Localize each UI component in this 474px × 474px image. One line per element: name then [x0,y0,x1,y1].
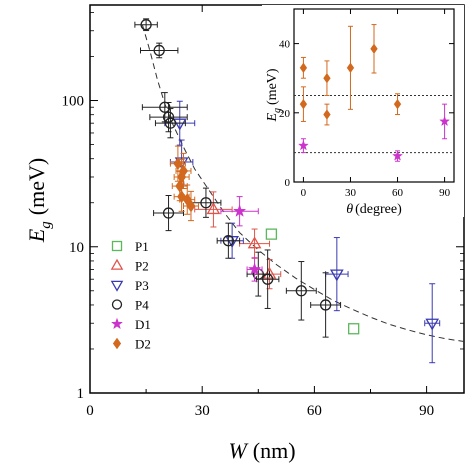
main-data-marks [134,18,441,364]
inset-data-marks [297,24,451,162]
data-point-p1 [348,323,360,335]
inset-data-point-d2 [346,62,355,74]
data-point-p2 [206,202,221,215]
data-point-p4 [319,299,332,311]
inset-data-point-d2 [393,98,402,110]
data-point-p4 [140,19,152,31]
main-y-tick-label: 10 [69,240,84,256]
legend-label-p1: P1 [135,239,149,254]
main-y-tick-label: 1 [77,386,85,402]
inset-y-tick-label: 0 [285,177,291,189]
main-x-axis-label: W (nm) [228,438,295,463]
data-point-p4 [153,44,165,57]
data-point-p4 [295,285,307,297]
data-point-p2 [247,236,262,249]
legend-marker-p1 [111,240,123,252]
inset-series-d2 [299,24,402,126]
series-p1 [265,228,360,335]
inset-y-axis-label: Eg(meV) [265,68,283,122]
data-point-p4 [164,117,177,129]
inset-data-point-d2 [299,98,308,110]
data-point-p3 [329,269,344,282]
inset-x-tick-label: 0 [301,187,307,199]
legend-label-d1: D1 [135,317,151,332]
data-point-p4 [159,101,171,113]
inset-data-point-d2 [299,62,308,74]
main-x-tick-label: 90 [419,403,434,419]
legend-label-p3: P3 [135,278,149,293]
data-point-p4 [162,111,175,123]
inset-data-point-d1 [297,139,309,151]
data-point-p3 [172,118,187,131]
legend-label-p2: P2 [135,259,149,274]
data-point-d1 [247,262,262,276]
legend: P1 P2 P3 P4 D1 D2 [110,239,151,352]
main-y-tick-label: 100 [62,94,85,110]
inset-x-axis-label: θ (degree) [346,202,402,217]
legend-marker-d2 [112,337,122,350]
inset-series-d1 [297,103,451,162]
legend-marker-d1 [110,317,124,330]
data-point-d2 [186,199,196,213]
main-x-tick-label: 60 [307,403,322,419]
main-x-tick-label: 30 [195,403,210,419]
inset-y-tick-label: 20 [279,108,291,120]
inset-data-point-d1 [439,115,451,127]
main-y-axis-label: Eg(meV) [24,158,54,243]
series-d1 [220,196,263,282]
data-point-d1 [232,204,247,217]
data-point-p4 [261,273,274,285]
data-point-d2 [178,164,189,178]
inset-x-tick-label: 60 [392,187,404,199]
legend-marker-p4 [111,299,123,310]
data-point-p4 [200,197,212,209]
inset-data-point-d1 [392,150,404,161]
data-point-d2 [173,157,183,171]
inset-x-tick-label: 90 [439,187,451,199]
legend-label-d2: D2 [135,337,151,352]
inset-data-point-d2 [323,109,331,120]
inset-background [262,5,464,217]
inset-reference-lines [294,95,454,154]
data-point-p1 [265,228,278,240]
inset-x-tick-label: 30 [345,187,357,199]
main-x-tick-label: 0 [86,403,94,419]
series-p3 [164,100,441,364]
inset-axis-ticks: 0 30 60 90 0 20 40 [279,9,454,199]
inset-data-point-d2 [370,43,378,55]
data-point-p4 [222,235,235,247]
legend-marker-p2 [110,258,124,270]
legend-marker-p3 [110,280,124,292]
legend-label-p4: P4 [135,298,149,313]
inset-data-point-d2 [323,72,331,84]
data-point-p4 [162,207,175,219]
data-point-p3 [425,318,440,331]
series-d2 [169,145,199,222]
data-point-p2 [262,266,277,279]
inset-y-tick-label: 40 [279,39,291,51]
